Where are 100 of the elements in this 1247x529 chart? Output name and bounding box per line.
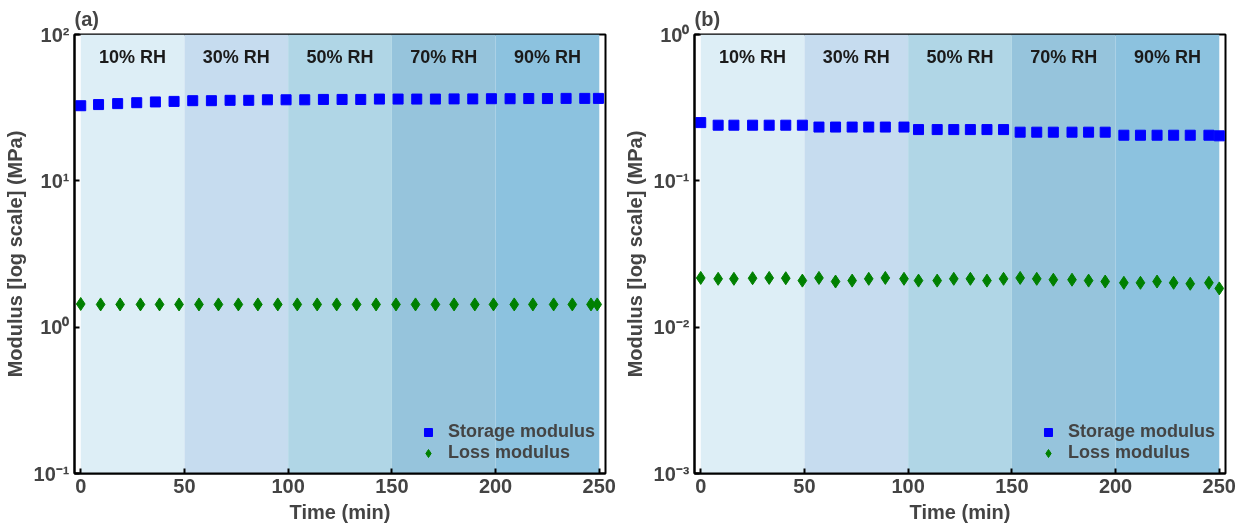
- point: [1213, 130, 1225, 142]
- y-tick-label: 10⁻²: [653, 316, 690, 339]
- point: [410, 297, 421, 312]
- point: [592, 297, 603, 312]
- point: [998, 271, 1009, 286]
- point: [351, 297, 362, 312]
- point: [392, 93, 404, 105]
- point: [411, 93, 423, 105]
- point: [187, 95, 199, 107]
- point: [355, 93, 367, 105]
- point: [567, 297, 578, 312]
- point: [898, 121, 910, 133]
- point: [932, 273, 943, 288]
- point: [272, 297, 283, 312]
- point: [429, 93, 441, 105]
- point: [948, 124, 960, 136]
- point: [1214, 281, 1225, 296]
- x-axis-title: Time (min): [909, 500, 1011, 523]
- point: [796, 119, 808, 131]
- point: [1048, 272, 1059, 287]
- legend-label: Loss modulus: [1067, 442, 1190, 463]
- point: [1118, 129, 1130, 141]
- point: [317, 93, 329, 105]
- point: [1134, 129, 1146, 141]
- chart-title: (a): [74, 7, 99, 30]
- point: [579, 92, 591, 104]
- band-label: 70% RH: [410, 46, 478, 67]
- x-tick-label: 100: [891, 474, 925, 497]
- y-tick-label: 10⁰: [40, 316, 70, 339]
- point: [1184, 129, 1196, 141]
- point: [224, 94, 236, 106]
- x-axis-title: Time (min): [289, 500, 391, 523]
- point: [488, 297, 499, 312]
- point: [548, 297, 559, 312]
- point: [846, 121, 858, 133]
- point: [764, 270, 775, 285]
- x-tick-label: 100: [271, 474, 305, 497]
- x-tick-label: 50: [793, 474, 816, 497]
- point: [280, 94, 292, 106]
- point: [981, 124, 993, 136]
- point: [1014, 126, 1026, 138]
- point: [541, 93, 553, 105]
- point: [780, 271, 791, 286]
- point: [1168, 275, 1179, 290]
- point: [747, 119, 759, 131]
- y-tick-label: 10¹: [40, 169, 70, 192]
- point: [292, 297, 303, 312]
- y-axis-title: Modulus [log scale] (MPa): [3, 130, 26, 378]
- point: [75, 100, 87, 112]
- point: [695, 117, 707, 129]
- point: [1100, 274, 1111, 289]
- point: [592, 92, 604, 104]
- band-label: 10% RH: [99, 46, 167, 67]
- point: [168, 95, 180, 107]
- point: [1083, 273, 1094, 288]
- point: [830, 274, 841, 289]
- point: [243, 94, 255, 106]
- point: [1031, 271, 1042, 286]
- x-tick-label: 0: [695, 474, 707, 497]
- point: [504, 93, 516, 105]
- point: [331, 297, 342, 312]
- point: [1203, 129, 1215, 141]
- point: [75, 296, 86, 311]
- y-tick-label: 10²: [40, 23, 70, 46]
- point: [1168, 129, 1180, 141]
- point: [523, 93, 535, 105]
- x-tick-label: 200: [478, 474, 513, 497]
- point: [965, 271, 976, 286]
- point: [1151, 129, 1163, 141]
- band-label: 90% RH: [1133, 46, 1201, 67]
- x-tick-label: 250: [1202, 474, 1236, 497]
- point: [948, 271, 959, 286]
- point: [913, 124, 925, 136]
- point: [509, 297, 520, 312]
- point: [964, 124, 976, 136]
- point: [95, 297, 106, 312]
- point: [863, 271, 874, 286]
- chart-title: (b): [694, 7, 721, 30]
- x-tick-label: 200: [1098, 474, 1133, 497]
- point: [154, 297, 165, 312]
- band-label: 50% RH: [306, 46, 374, 67]
- legend-label: Loss modulus: [447, 442, 570, 463]
- y-tick-label: 10⁻¹: [33, 462, 70, 485]
- point: [813, 121, 825, 133]
- point: [1099, 126, 1111, 138]
- band-label: 30% RH: [822, 46, 890, 67]
- point: [469, 297, 480, 312]
- point: [1066, 126, 1078, 138]
- point: [998, 124, 1010, 136]
- point: [213, 297, 224, 312]
- legend-label: Storage modulus: [447, 421, 595, 442]
- y-tick-label: 10⁰: [660, 23, 690, 46]
- point: [93, 99, 105, 111]
- point: [261, 94, 273, 106]
- y-tick-label: 10⁻¹: [653, 169, 690, 192]
- point: [485, 93, 497, 105]
- point: [1185, 276, 1196, 291]
- point: [373, 93, 385, 105]
- point: [728, 119, 740, 131]
- point: [780, 119, 792, 131]
